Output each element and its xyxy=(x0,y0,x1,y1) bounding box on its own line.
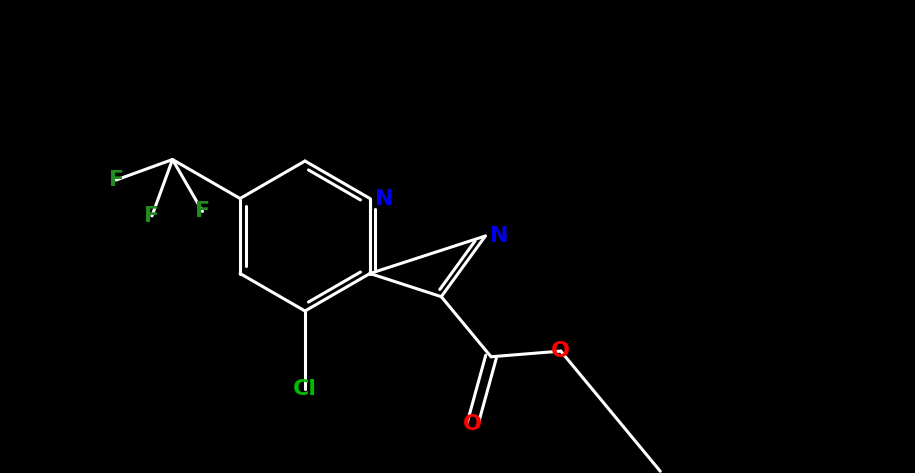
Text: O: O xyxy=(552,341,570,361)
Text: O: O xyxy=(463,414,482,434)
Text: N: N xyxy=(490,226,509,246)
Text: N: N xyxy=(375,189,393,209)
Text: F: F xyxy=(145,206,159,226)
Text: F: F xyxy=(195,201,210,221)
Text: F: F xyxy=(109,170,124,190)
Text: Cl: Cl xyxy=(293,379,317,399)
